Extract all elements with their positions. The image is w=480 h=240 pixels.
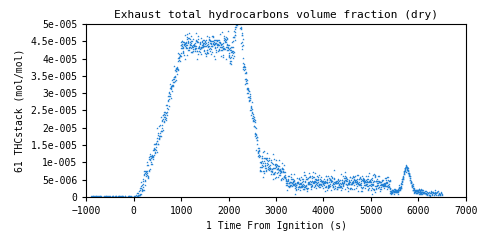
Y-axis label: 61 THCstack (mol/mol): 61 THCstack (mol/mol) [15, 49, 25, 172]
Title: Exhaust total hydrocarbons volume fraction (dry): Exhaust total hydrocarbons volume fracti… [114, 11, 438, 20]
X-axis label: 1 Time From Ignition (s): 1 Time From Ignition (s) [205, 221, 347, 231]
